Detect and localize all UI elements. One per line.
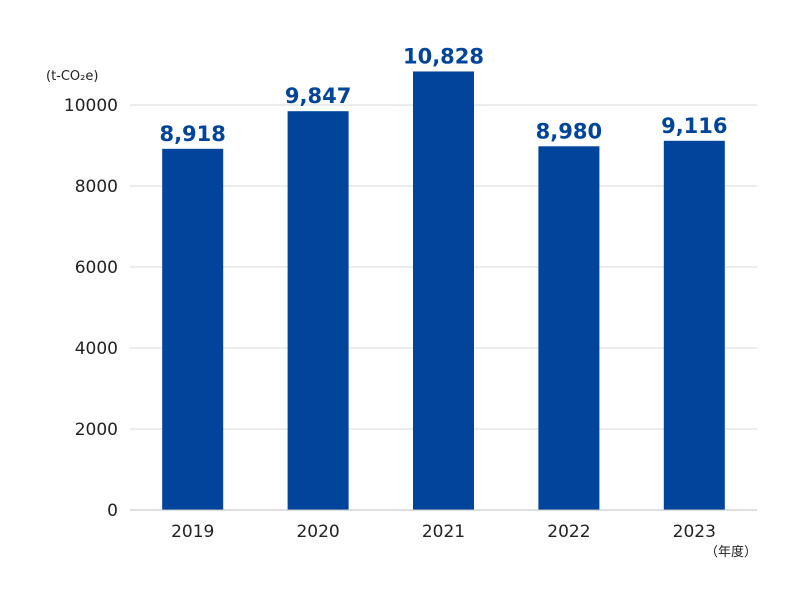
y-tick-label: 0 [107,501,118,521]
bar [162,148,224,511]
y-tick-label: 6000 [75,258,118,278]
x-axis-unit-label: （年度） [705,544,757,560]
x-tick-label: 2019 [171,522,214,542]
bar [287,111,349,510]
y-tick-label: 4000 [75,339,118,359]
x-tick-label: 2020 [296,522,339,542]
axes: 0 2000 4000 6000 8000 10000 2019 2020 2021 2022 20… [64,96,757,542]
bar [663,140,725,510]
bar [538,146,600,510]
data-label: 10,828 [403,44,484,68]
data-label: 8,918 [159,122,225,146]
y-tick-label: 8000 [75,177,118,197]
y-axis-unit-label: (t-CO₂e) [46,69,98,84]
y-tick-label: 2000 [75,420,118,440]
data-label: 9,116 [661,114,727,138]
bars [162,71,725,511]
x-tick-label: 2021 [422,522,465,542]
x-tick-label: 2022 [547,522,590,542]
x-tick-label: 2023 [673,522,716,542]
data-labels: 8,918 9,847 10,828 8,980 9,116 [159,44,727,145]
y-tick-label: 10000 [64,96,118,116]
data-label: 9,847 [285,84,351,108]
data-label: 8,980 [536,119,602,143]
bar [413,71,474,510]
